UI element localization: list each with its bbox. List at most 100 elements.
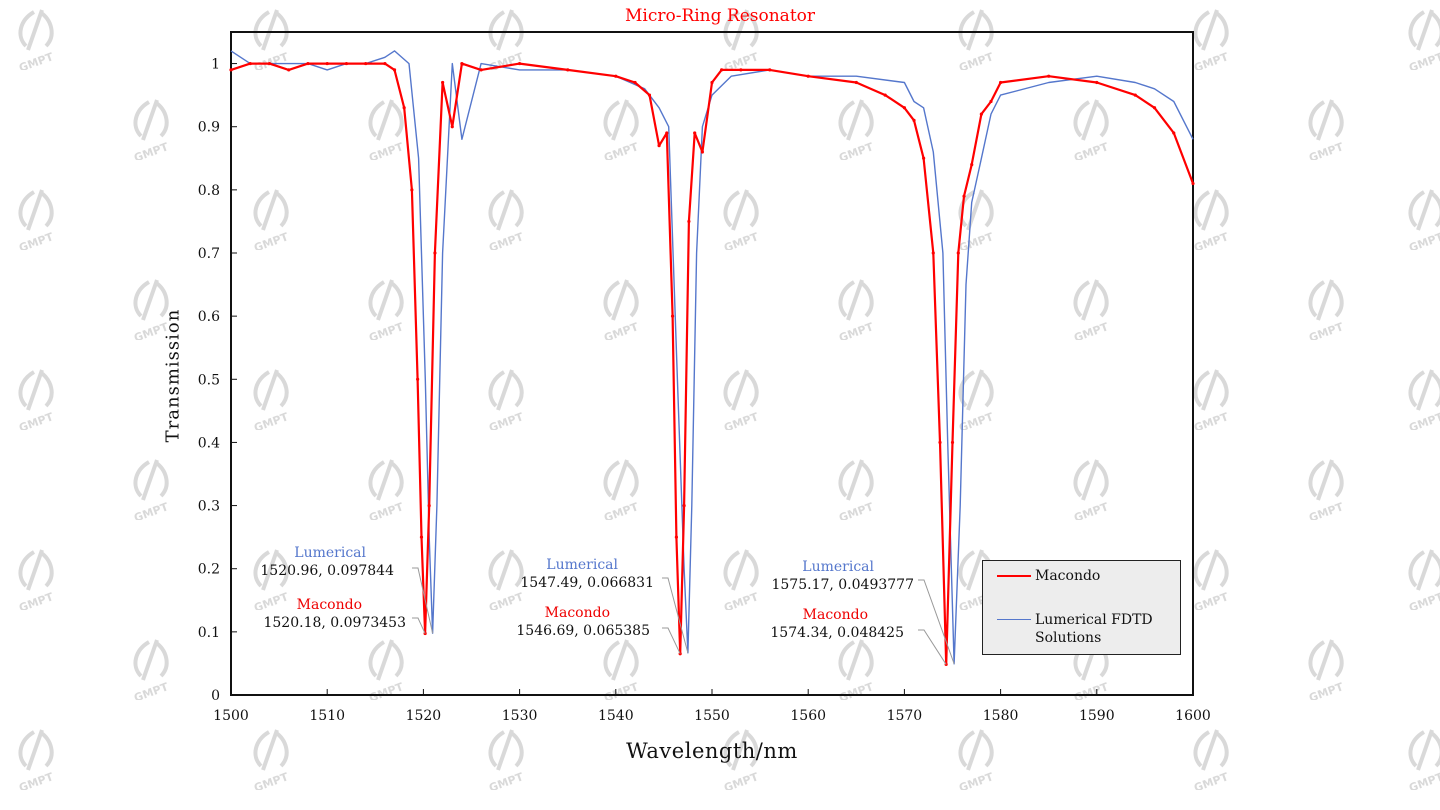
- data-point-macondo: [970, 163, 974, 167]
- data-point-macondo: [665, 131, 669, 135]
- data-point-macondo: [700, 150, 704, 154]
- chart-legend: Macondo Lumerical FDTD Solutions: [982, 560, 1181, 655]
- annotation-value: 1546.69, 0.065385: [516, 623, 650, 639]
- annotation-label: Lumerical: [802, 559, 874, 575]
- data-point-macondo: [441, 80, 445, 85]
- data-point-macondo: [479, 68, 483, 72]
- data-point-macondo: [1095, 80, 1099, 85]
- data-point-macondo: [364, 61, 368, 66]
- data-point-macondo: [614, 74, 618, 78]
- data-point-macondo: [1172, 131, 1176, 135]
- annotation-lumerical-1: Lumerical 1520.96, 0.097844: [240, 544, 394, 580]
- annotation-label: Macondo: [296, 597, 362, 613]
- data-point-macondo: [306, 61, 310, 66]
- annotation-lumerical-3: Lumerical 1575.17, 0.0493777: [740, 558, 914, 594]
- data-point-macondo: [979, 112, 983, 116]
- data-point-macondo: [739, 68, 743, 72]
- legend-swatch-lumerical: [997, 619, 1031, 620]
- data-point-macondo: [962, 194, 966, 198]
- data-point-macondo: [287, 68, 291, 72]
- x-tick-label: 1580: [983, 708, 1019, 724]
- data-point-macondo: [392, 68, 397, 72]
- data-point-macondo: [1191, 181, 1195, 186]
- y-tick-label: 0.9: [198, 120, 220, 136]
- y-tick-label: 0.1: [198, 625, 220, 641]
- annotation-value: 1575.17, 0.0493777: [771, 577, 914, 593]
- series-layer: [229, 50, 1195, 667]
- y-tick-label: 0.7: [198, 246, 220, 262]
- data-point-macondo: [854, 80, 858, 85]
- y-axis-label: Transmission: [162, 308, 184, 443]
- legend-swatch-macondo: [997, 575, 1031, 577]
- annotation-label: Macondo: [544, 605, 610, 621]
- data-point-macondo: [989, 99, 993, 104]
- data-point-macondo: [647, 93, 652, 97]
- data-point-macondo: [999, 80, 1003, 85]
- annotation-value: 1520.96, 0.097844: [260, 563, 394, 579]
- data-point-macondo: [806, 74, 810, 78]
- annotation-macondo-2: Macondo 1546.69, 0.065385: [478, 604, 650, 640]
- data-point-macondo: [402, 106, 406, 110]
- data-point-macondo: [416, 377, 420, 381]
- data-point-macondo: [229, 68, 233, 72]
- annotation-leader-line: [412, 617, 426, 634]
- annotation-lumerical-2: Lumerical 1547.49, 0.066831: [480, 556, 654, 592]
- chart-title: Micro-Ring Resonator: [624, 6, 816, 26]
- y-tick-label: 0.2: [198, 562, 220, 578]
- data-point-macondo: [267, 61, 272, 66]
- annotation-leader-line: [662, 627, 681, 654]
- x-tick-label: 1520: [406, 708, 442, 724]
- x-tick-label: 1590: [1079, 708, 1115, 724]
- annotation-leader-line: [412, 567, 434, 634]
- x-tick-label: 1540: [598, 708, 634, 724]
- data-point-macondo: [931, 251, 935, 255]
- data-point-macondo: [1152, 106, 1157, 110]
- y-tick-label: 0.4: [198, 435, 220, 451]
- annotation-leader-line: [662, 577, 689, 653]
- data-point-macondo: [633, 80, 637, 85]
- legend-label-macondo: Macondo: [1035, 568, 1101, 584]
- data-point-macondo: [427, 503, 431, 508]
- y-tick-label: 0.3: [198, 499, 220, 515]
- y-tick-label: 0: [211, 688, 220, 704]
- annotation-value: 1574.34, 0.048425: [770, 625, 904, 641]
- annotation-value: 1547.49, 0.066831: [520, 575, 654, 591]
- data-point-macondo: [710, 80, 714, 85]
- annotation-value: 1520.18, 0.0973453: [263, 615, 406, 631]
- data-point-macondo: [693, 131, 697, 135]
- annotation-label: Lumerical: [546, 557, 618, 573]
- axis-ticks: 1500 1510 1520 1530 1540 1550 1560 1570 1580 1590…: [198, 57, 1211, 724]
- data-point-macondo: [410, 188, 414, 192]
- data-point-macondo: [956, 251, 960, 255]
- data-point-macondo: [433, 251, 437, 255]
- annotation-leader-line: [918, 579, 955, 664]
- y-tick-label: 0.8: [198, 183, 220, 199]
- annotation-leaders: [412, 567, 955, 665]
- data-point-macondo: [383, 61, 387, 66]
- annotation-label: Lumerical: [294, 545, 366, 561]
- data-point-macondo: [450, 125, 454, 129]
- x-axis-label: Wavelength/nm: [626, 739, 798, 763]
- data-point-macondo: [938, 440, 942, 445]
- data-point-macondo: [566, 68, 570, 72]
- data-point-macondo: [344, 61, 349, 66]
- data-point-macondo: [950, 440, 955, 445]
- annotation-macondo-3: Macondo 1574.34, 0.048425: [740, 606, 904, 642]
- annotation-label: Macondo: [802, 607, 868, 623]
- data-point-macondo: [883, 93, 887, 97]
- data-point-macondo: [670, 314, 675, 318]
- legend-label-lumerical: Lumerical FDTD Solutions: [1035, 612, 1153, 646]
- data-point-macondo: [902, 106, 907, 110]
- data-point-macondo: [657, 144, 661, 148]
- x-tick-label: 1600: [1175, 708, 1211, 724]
- x-tick-label: 1530: [502, 708, 538, 724]
- data-point-macondo: [325, 61, 329, 66]
- annotation-leader-line: [918, 629, 947, 665]
- y-tick-label: 0.5: [198, 372, 220, 388]
- data-point-macondo: [1133, 93, 1137, 97]
- data-point-macondo: [460, 61, 464, 66]
- data-point-macondo: [687, 219, 691, 224]
- data-point-macondo: [419, 535, 424, 539]
- data-point-macondo: [248, 61, 252, 66]
